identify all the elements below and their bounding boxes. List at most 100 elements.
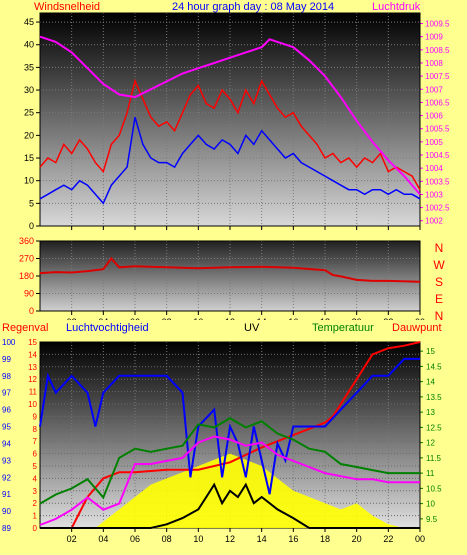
humidity-tick-label: 91 <box>2 490 11 499</box>
wind-tick-label: 45 <box>24 17 34 27</box>
x-tick-label: 18 <box>320 534 330 544</box>
rain-tick-label: 1 <box>33 512 38 521</box>
pressure-tick-label: 1005 <box>425 138 443 147</box>
rain-tick-label: 5 <box>33 462 38 471</box>
temperature-line <box>39 417 420 505</box>
x-tick-label: 12 <box>225 317 235 320</box>
plot-border <box>39 12 421 227</box>
humidity-tick-label: 97 <box>2 389 11 398</box>
direction-tick-label: 360 <box>19 236 34 246</box>
rain-tick-label: 10 <box>28 400 37 409</box>
pressure-tick-label: 1009 <box>425 33 443 42</box>
direction-tick-label: 0 <box>29 306 34 316</box>
rain-tick-label: 7 <box>33 437 38 446</box>
pressure-tick-label: 1008.5 <box>425 46 450 55</box>
rain-tick-label: 12 <box>28 375 37 384</box>
compass-label: W <box>433 258 445 272</box>
pressure-tick-label: 1003.5 <box>425 177 450 186</box>
temperature-tick-label: 11.5 <box>426 454 442 463</box>
compass-label: S <box>435 275 443 289</box>
rain-tick-label: 6 <box>33 450 38 459</box>
x-tick-label: 06 <box>130 317 140 320</box>
x-tick-label: 14 <box>257 534 267 544</box>
pressure-tick-label: 1007 <box>425 85 443 94</box>
x-tick-label: 14 <box>257 317 267 320</box>
uv-line <box>40 482 420 529</box>
wind-tick-label: 5 <box>29 198 34 208</box>
x-tick-label: 08 <box>162 534 172 544</box>
plot-border <box>39 240 421 312</box>
temperature-legend: Temperatuur <box>312 322 374 334</box>
humidity-legend: Luchtvochtigheid <box>66 322 149 334</box>
multi-sensor-chart: 02 04 06 08 10 12 14 16 18 20 22 000123456789101112… <box>2 322 442 544</box>
x-tick-label: 18 <box>320 317 330 320</box>
x-tick-label: 10 <box>193 534 203 544</box>
x-tick-label: 20 <box>352 534 362 544</box>
pressure-tick-label: 1004.5 <box>425 151 450 160</box>
x-tick-label: 12 <box>225 534 235 544</box>
rain-tick-label: 0 <box>33 524 38 533</box>
humidity-tick-label: 94 <box>2 439 11 448</box>
wind-direction-line <box>39 256 421 283</box>
x-tick-label: 06 <box>130 534 140 544</box>
x-tick-label: 04 <box>98 317 108 320</box>
rain-tick-label: 14 <box>28 350 37 359</box>
wind-tick-label: 35 <box>24 62 34 72</box>
humidity-tick-label: 93 <box>2 456 11 465</box>
x-tick-label: 22 <box>383 317 393 320</box>
pressure-tick-label: 1009.5 <box>425 20 450 29</box>
wind-tick-label: 0 <box>29 221 34 230</box>
x-tick-label: 16 <box>288 534 298 544</box>
rain-tick-label: 13 <box>28 363 37 372</box>
temperature-tick-label: 13 <box>426 408 435 417</box>
rain-tick-label: 8 <box>33 425 38 434</box>
temperature-tick-label: 11 <box>426 469 435 478</box>
wind-tick-label: 15 <box>24 153 34 163</box>
pressure-tick-label: 1002.5 <box>425 204 450 213</box>
x-tick-label: 00 <box>415 534 425 544</box>
chart-title: 24 hour graph day : 08 May 2014 <box>172 1 334 13</box>
humidity-tick-label: 89 <box>2 524 11 533</box>
wind-speed-line <box>39 116 421 205</box>
rain-tick-label: 4 <box>33 474 38 483</box>
temperature-tick-label: 9.5 <box>426 515 438 524</box>
pressure-axis-title: Luchtdruk <box>372 1 421 13</box>
humidity-line <box>39 357 420 495</box>
pressure-line <box>39 35 421 196</box>
pressure-tick-label: 1005.5 <box>425 125 450 134</box>
temperature-tick-label: 13.5 <box>426 393 442 402</box>
x-tick-label: 02 <box>67 317 77 320</box>
direction-tick-label: 270 <box>19 254 34 264</box>
humidity-tick-label: 92 <box>2 473 11 482</box>
pressure-tick-label: 1006 <box>425 112 443 121</box>
temperature-tick-label: 12.5 <box>426 423 442 432</box>
pressure-tick-label: 1008 <box>425 59 443 68</box>
uv-legend: UV <box>244 322 260 334</box>
wind-tick-label: 30 <box>24 85 34 95</box>
wind-axis-title: Windsnelheid <box>34 1 100 13</box>
humidity-tick-label: 96 <box>2 406 11 415</box>
x-tick-label: 22 <box>383 534 393 544</box>
compass-label: E <box>435 292 443 306</box>
rain-tick-label: 3 <box>33 487 38 496</box>
humidity-tick-label: 99 <box>2 355 11 364</box>
x-tick-label: 08 <box>162 317 172 320</box>
x-tick-label: 16 <box>288 317 298 320</box>
rain-legend: Regenval <box>2 322 48 334</box>
compass-label: N <box>435 309 444 320</box>
wind-pressure-chart: 0204060810121416182022000510152025303540… <box>24 1 450 230</box>
direction-tick-label: 180 <box>19 271 34 281</box>
wind-tick-label: 25 <box>24 108 34 118</box>
dewpoint-legend: Dauwpunt <box>392 322 442 334</box>
humidity-tick-label: 98 <box>2 372 11 381</box>
pressure-tick-label: 1007.5 <box>425 72 450 81</box>
compass-label: N <box>435 241 444 255</box>
temperature-tick-label: 14 <box>426 378 435 387</box>
temperature-tick-label: 10.5 <box>426 484 442 493</box>
x-tick-label: 02 <box>67 534 77 544</box>
rain-tick-label: 9 <box>33 412 38 421</box>
x-tick-label: 10 <box>193 317 203 320</box>
temperature-tick-label: 14.5 <box>426 362 442 371</box>
x-tick-label: 04 <box>98 534 108 544</box>
